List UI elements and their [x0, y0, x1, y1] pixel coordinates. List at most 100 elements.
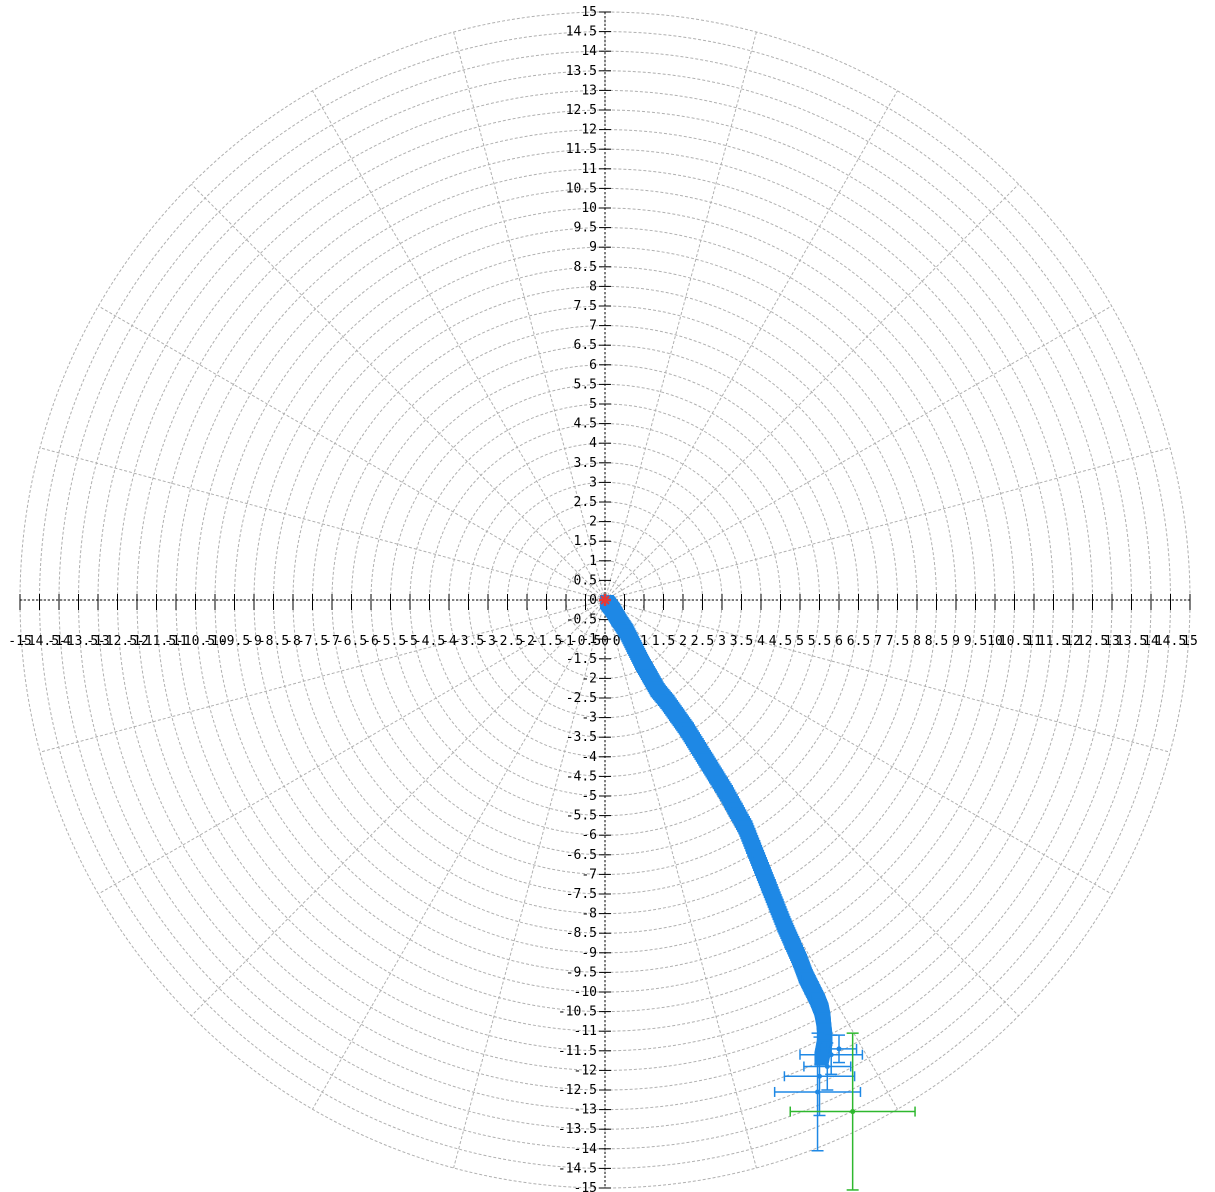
y-tick-label: -10.5 — [558, 1005, 597, 1020]
y-tick-label: -12.5 — [558, 1083, 597, 1098]
y-tick-label: 10 — [581, 201, 597, 216]
y-tick-label: -11.5 — [558, 1044, 597, 1059]
star-stroke — [600, 595, 610, 605]
y-tick-label: -1.5 — [566, 652, 597, 667]
y-tick-label: 9.5 — [574, 221, 597, 236]
y-tick-label: 5 — [589, 397, 597, 412]
x-tick-label: 6.5 — [847, 634, 870, 649]
y-tick-label: -13 — [574, 1103, 597, 1118]
grid-spoke — [604, 599, 1020, 1017]
grid-spoke — [453, 31, 606, 601]
x-tick-label: -13 — [86, 634, 109, 649]
x-tick-label: 13 — [1104, 634, 1120, 649]
y-tick-label: 9 — [589, 240, 597, 255]
y-tick-label: 8.5 — [574, 260, 597, 275]
x-tick-label: -10.5 — [176, 634, 215, 649]
x-tick-label: -14 — [47, 634, 71, 649]
y-tick-label: 0 — [589, 593, 597, 608]
y-tick-label: 12.5 — [566, 103, 597, 118]
grid-spoke — [98, 599, 606, 895]
x-tick-label: 11 — [1026, 634, 1042, 649]
x-tick-label: -4.5 — [414, 634, 445, 649]
y-tick-label: -7.5 — [566, 887, 597, 902]
x-tick-label: 8.5 — [925, 634, 948, 649]
y-tick-label: -14.5 — [558, 1161, 597, 1176]
y-tick-label: -4 — [581, 750, 597, 765]
x-tick-label: 5 — [796, 634, 804, 649]
y-tick-label: -1 — [581, 632, 597, 647]
y-tick-label: 12 — [581, 123, 597, 138]
y-tick-label: 14 — [581, 44, 597, 59]
y-tick-label: 13.5 — [566, 64, 597, 79]
errorbar-center — [850, 1109, 856, 1115]
x-tick-label: -11.5 — [137, 634, 176, 649]
x-tick-label: 9.5 — [964, 634, 987, 649]
x-tick-labels: -15-14.5-14-13.5-13-12.5-12-11.5-11-10.5… — [8, 634, 1198, 649]
x-tick-label: -4 — [441, 634, 457, 649]
y-tick-label: 13 — [581, 83, 597, 98]
x-tick-label: -11 — [164, 634, 187, 649]
y-tick-label: 11 — [581, 162, 597, 177]
y-tick-label: -4.5 — [566, 769, 597, 784]
x-tick-label: -9 — [246, 634, 262, 649]
x-tick-label: 9 — [952, 634, 960, 649]
y-tick-label: 7.5 — [574, 299, 597, 314]
x-tick-label: -1.5 — [531, 634, 562, 649]
x-tick-label: 4.5 — [769, 634, 792, 649]
x-tick-label: -12 — [125, 634, 148, 649]
y-tick-label: -15 — [574, 1181, 597, 1192]
y-tick-label: -6 — [581, 828, 597, 843]
y-tick-label: 6 — [589, 358, 597, 373]
x-tick-label: 11.5 — [1038, 634, 1069, 649]
grid-spoke — [312, 599, 606, 1110]
origin-marker — [599, 594, 611, 606]
y-tick-label: 5.5 — [574, 377, 597, 392]
data-series — [599, 594, 916, 1191]
y-tick-label: 2 — [589, 515, 597, 530]
grid-spoke — [604, 90, 898, 601]
x-tick-label: -0.5 — [570, 634, 601, 649]
y-tick-label: 8 — [589, 279, 597, 294]
errorbar-center — [828, 1052, 834, 1058]
y-tick-label: -8.5 — [566, 926, 597, 941]
x-tick-label: -1 — [558, 634, 574, 649]
x-tick-label: 10 — [987, 634, 1003, 649]
x-tick-label: -2.5 — [492, 634, 523, 649]
x-tick-label: 1.5 — [652, 634, 675, 649]
y-tick-label: -6.5 — [566, 848, 597, 863]
y-tick-label: -5 — [581, 789, 597, 804]
y-tick-label: 10.5 — [566, 181, 597, 196]
x-tick-label: -2 — [519, 634, 535, 649]
x-tick-label: 2 — [679, 634, 687, 649]
grid-spoke — [453, 599, 606, 1169]
x-tick-label: 10.5 — [999, 634, 1030, 649]
x-tick-label: 8 — [913, 634, 921, 649]
x-tick-label: 3.5 — [730, 634, 753, 649]
errorbar-center — [824, 1063, 830, 1069]
grid-spoke — [39, 447, 606, 601]
x-tick-label: 4 — [757, 634, 765, 649]
y-tick-label: 0.5 — [574, 573, 597, 588]
grid-spoke — [39, 599, 606, 753]
x-tick-label: -14.5 — [20, 634, 59, 649]
grid-spoke — [604, 599, 1112, 895]
y-tick-label: 1 — [589, 554, 597, 569]
y-tick-label: 4.5 — [574, 417, 597, 432]
errorbar-point — [820, 1034, 858, 1064]
x-tick-label: 0 — [601, 634, 609, 649]
y-tick-label: -0.5 — [566, 613, 597, 628]
grid-spoke — [604, 31, 757, 601]
x-tick-label: 13.5 — [1116, 634, 1147, 649]
x-tick-label: 12.5 — [1077, 634, 1108, 649]
y-tick-label: 2.5 — [574, 495, 597, 510]
x-tick-label: -3.5 — [453, 634, 484, 649]
x-tick-label: -9.5 — [219, 634, 250, 649]
y-tick-label: 3 — [589, 475, 597, 490]
grid-spoke — [604, 447, 1171, 601]
y-tick-label: 15 — [581, 5, 597, 20]
y-tick-label: -8 — [581, 907, 597, 922]
x-tick-label: -5 — [402, 634, 418, 649]
x-tick-label: -15 — [8, 634, 31, 649]
grid-spoke — [604, 599, 1171, 753]
